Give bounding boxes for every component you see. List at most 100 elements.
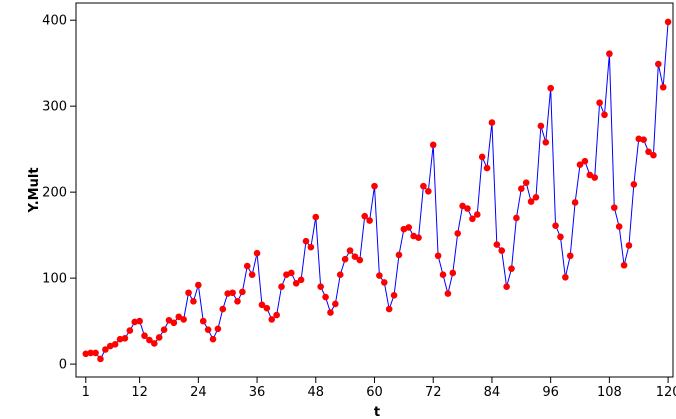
x-tick-label: 108 <box>597 385 622 400</box>
data-point <box>219 305 227 313</box>
y-axis: 0 100 200 300 400 <box>42 14 76 373</box>
data-point <box>518 185 525 193</box>
data-point <box>488 119 496 126</box>
data-point <box>508 265 515 272</box>
data-point <box>195 281 202 289</box>
data-point <box>248 271 256 278</box>
data-point <box>503 283 510 291</box>
data-point <box>116 335 124 343</box>
data-point <box>292 279 300 287</box>
data-point <box>444 290 452 297</box>
y-tick-label: 0 <box>59 358 67 373</box>
x-tick-label: 36 <box>249 385 266 400</box>
data-point <box>630 181 638 188</box>
data-point <box>542 138 550 146</box>
data-point <box>601 111 608 119</box>
data-point <box>650 151 657 159</box>
data-point <box>620 261 628 269</box>
data-point <box>253 249 261 257</box>
y-axis-title: Y.Mult <box>27 167 42 213</box>
data-point <box>380 279 388 286</box>
data-point <box>199 317 207 325</box>
data-point <box>268 316 276 323</box>
data-point <box>547 84 554 92</box>
data-point <box>273 311 280 319</box>
data-point <box>356 256 364 264</box>
data-point <box>429 141 437 149</box>
data-point <box>190 298 197 305</box>
data-point <box>239 288 246 296</box>
data-point <box>635 135 643 143</box>
data-point <box>640 136 647 143</box>
data-point <box>586 171 594 179</box>
data-point <box>209 335 217 343</box>
data-point <box>366 217 373 224</box>
data-point <box>371 182 378 190</box>
x-tick-label: 12 <box>131 385 148 400</box>
data-point <box>625 242 633 249</box>
data-point <box>405 224 413 231</box>
data-point <box>596 99 603 107</box>
data-point <box>307 243 315 251</box>
data-point <box>234 298 241 305</box>
data-point <box>224 290 231 297</box>
data-point <box>659 83 667 91</box>
data-point <box>425 187 432 195</box>
data-point <box>464 205 471 212</box>
data-point <box>566 252 574 260</box>
data-point <box>459 202 466 210</box>
data-point <box>170 319 178 327</box>
data-point <box>562 273 569 281</box>
data-point <box>336 271 344 278</box>
data-point <box>204 326 212 334</box>
data-point <box>376 272 383 279</box>
data-point <box>263 304 271 312</box>
data-point <box>395 251 403 259</box>
data-point <box>136 317 143 325</box>
data-point <box>185 289 192 297</box>
data-point <box>160 326 168 334</box>
data-point <box>552 222 559 229</box>
data-point <box>557 233 564 241</box>
data-point <box>146 336 153 344</box>
data-point <box>581 157 589 165</box>
data-point <box>288 269 295 277</box>
y-tick-label: 400 <box>42 14 67 29</box>
data-point <box>229 289 236 297</box>
data-point <box>332 300 339 308</box>
data-point <box>175 313 183 321</box>
y-tick-label: 200 <box>42 186 67 201</box>
data-point <box>610 204 618 211</box>
data-point <box>121 335 129 342</box>
x-tick-label: 24 <box>190 385 207 400</box>
data-point <box>180 316 187 323</box>
data-point <box>385 305 393 313</box>
x-axis: 1 12 24 36 48 60 72 84 96 108 120 <box>82 377 676 400</box>
x-tick-label: 72 <box>425 385 442 400</box>
data-point <box>102 346 109 353</box>
series-layer <box>82 18 672 363</box>
data-point <box>469 215 476 223</box>
data-point <box>317 283 324 291</box>
data-point <box>131 318 139 326</box>
data-point <box>258 301 266 309</box>
data-point <box>434 252 442 260</box>
data-point <box>522 179 530 186</box>
data-point <box>126 327 134 334</box>
data-point <box>346 247 354 254</box>
data-point <box>473 211 481 218</box>
data-point <box>111 341 119 348</box>
data-point <box>92 349 99 357</box>
data-point <box>615 223 623 230</box>
data-point <box>341 255 349 263</box>
x-tick-label: 1 <box>82 385 90 400</box>
data-point <box>302 237 310 245</box>
data-point <box>606 50 613 58</box>
y-tick-label: 300 <box>42 100 67 115</box>
x-tick-label: 96 <box>542 385 559 400</box>
data-point <box>513 214 520 222</box>
data-point <box>151 340 158 347</box>
data-point <box>420 182 427 190</box>
data-point <box>537 122 545 130</box>
